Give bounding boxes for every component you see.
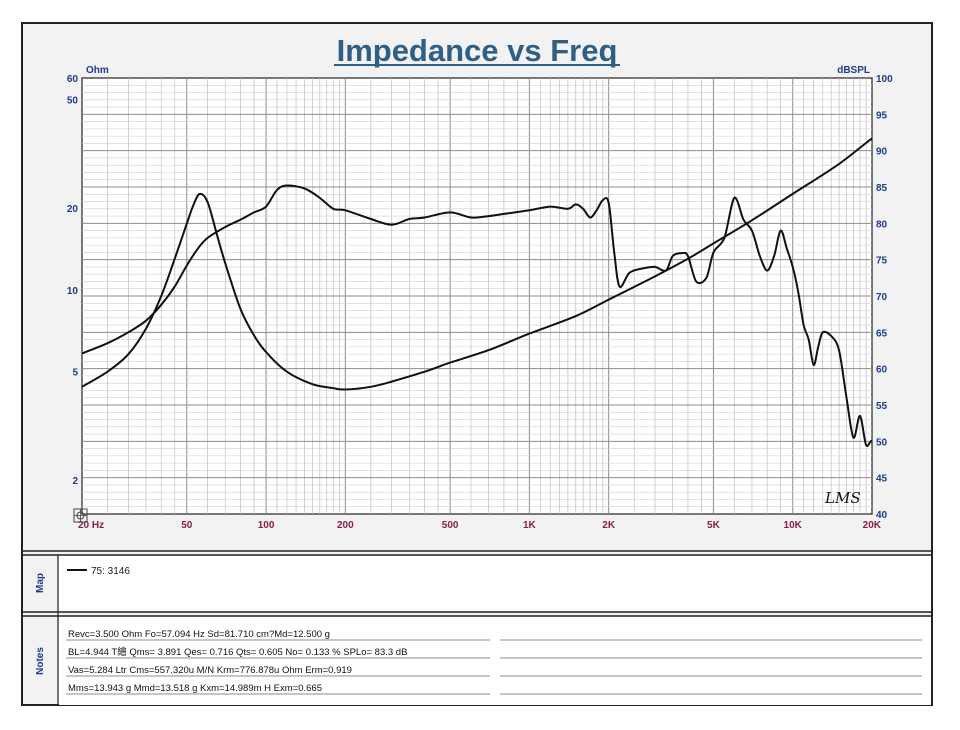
x-tick-label: 10K: [784, 520, 803, 531]
y-right-tick-label: 75: [876, 256, 888, 267]
note-text: Mms=13.943 g Mmd=13.518 g Kxm=14.989m H …: [68, 683, 322, 694]
notes-label: Notes: [35, 647, 46, 675]
note-text: BL=4.944 T繪 Qms= 3.891 Qes= 0.716 Qts= 0…: [68, 646, 407, 658]
x-tick-label: 20K: [863, 520, 882, 531]
x-tick-label: 2K: [602, 520, 616, 531]
y-right-tick-label: 45: [876, 474, 888, 485]
map-panel: [59, 556, 931, 611]
y-left-tick-label: 2: [72, 476, 78, 487]
y-right-tick-label: 95: [876, 110, 888, 121]
y-right-tick-label: 100: [876, 74, 893, 85]
y-right-tick-label: 65: [876, 328, 888, 339]
spl-curve: [82, 184, 872, 447]
x-tick-label: 100: [258, 520, 275, 531]
note-text: Revc=3.500 Ohm Fo=57.094 Hz Sd=81.710 cm…: [68, 629, 330, 640]
y-right-axis-label: dBSPL: [837, 65, 870, 76]
impedance-curve: [82, 137, 872, 391]
chart-title: Impedance vs Freq: [337, 33, 618, 68]
y-left-tick-label: 60: [67, 74, 79, 85]
y-left-tick-label: 20: [67, 204, 79, 215]
y-right-tick-label: 90: [876, 147, 888, 158]
series-layer: [82, 137, 872, 447]
y-right-tick-label: 85: [876, 183, 888, 194]
crosshair-icon[interactable]: [73, 508, 88, 523]
x-axis-ticks: 20 Hz 50 100 200 500 1K 2K 5K 10K 20K: [78, 520, 882, 531]
x-tick-label: 500: [442, 520, 459, 531]
y-right-tick-label: 55: [876, 401, 888, 412]
notes-rows: Revc=3.500 Ohm Fo=57.094 Hz Sd=81.710 cm…: [66, 629, 922, 695]
notes-panel: [59, 617, 931, 705]
y-right-tick-label: 40: [876, 510, 888, 521]
y-right-tick-label: 60: [876, 365, 888, 376]
y-right-tick-label: 80: [876, 219, 888, 230]
y-left-axis-label: Ohm: [86, 65, 109, 76]
y-right-tick-label: 50: [876, 437, 888, 448]
map-label: Map: [35, 573, 46, 593]
legend-entry: 75: 3146: [91, 566, 130, 577]
y-left-axis-ticks: 60 50 20 10 5 2: [67, 74, 79, 487]
y-left-tick-label: 10: [67, 286, 79, 297]
y-left-tick-label: 5: [72, 368, 78, 379]
y-right-axis-ticks: 100 95 90 85 80 75 70 65 60 55 50 45 40: [876, 74, 893, 521]
y-left-tick-label: 50: [67, 96, 79, 107]
x-tick-label: 200: [337, 520, 354, 531]
x-tick-label: 50: [181, 520, 193, 531]
x-tick-label: 20 Hz: [78, 520, 104, 531]
x-tick-label: 1K: [523, 520, 537, 531]
y-right-tick-label: 70: [876, 292, 888, 303]
note-text: Vas=5.284 Ltr Cms=557.320u M/N Krm=776.8…: [68, 665, 352, 676]
signature-mark: LMS: [824, 489, 861, 507]
grid: [82, 78, 872, 514]
x-tick-label: 5K: [707, 520, 721, 531]
